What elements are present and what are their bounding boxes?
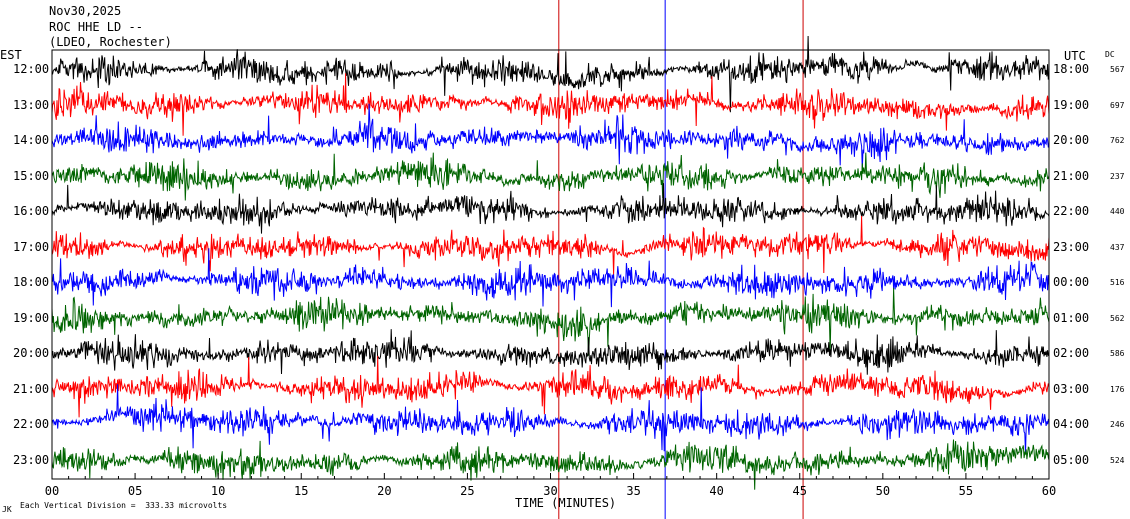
- header-location: (LDEO, Rochester): [49, 35, 172, 49]
- x-tick-label: 35: [626, 484, 641, 498]
- utc-label: 02:00: [1053, 346, 1090, 360]
- x-tick-label: 45: [792, 484, 807, 498]
- est-label: 12:00: [13, 62, 50, 76]
- x-tick-label: 15: [294, 484, 309, 498]
- trace-2300: [51, 439, 1050, 490]
- x-tick-label: 60: [1041, 484, 1057, 498]
- dc-value: 176: [1110, 384, 1125, 394]
- est-label: 22:00: [13, 417, 50, 431]
- dc-value: 567: [1110, 65, 1125, 74]
- trace-1400: [51, 103, 1050, 170]
- right-axis-label: UTC: [1064, 49, 1086, 63]
- utc-label: 04:00: [1053, 417, 1090, 431]
- dc-value: 440: [1110, 207, 1125, 216]
- dc-value: 437: [1110, 242, 1125, 252]
- est-label: 13:00: [13, 97, 50, 112]
- trace-2200: [51, 384, 1050, 455]
- est-label: 16:00: [13, 204, 50, 218]
- trace-2000: [51, 329, 1050, 375]
- dc-value: 762: [1110, 136, 1125, 145]
- plot-border: [51, 49, 1050, 480]
- dc-value: 246: [1110, 420, 1125, 429]
- dc-value: 237: [1110, 171, 1125, 181]
- trace-1500: [51, 152, 1050, 201]
- x-tick-label: 10: [210, 484, 226, 498]
- utc-label: 23:00: [1053, 239, 1090, 254]
- utc-label: 22:00: [1053, 204, 1090, 218]
- corner-mark: JK: [2, 505, 12, 514]
- est-label: 20:00: [13, 346, 50, 360]
- est-label: 17:00: [13, 239, 50, 254]
- utc-label: 19:00: [1053, 97, 1090, 112]
- plot-frame: [51, 49, 1050, 480]
- x-tick-label: 25: [460, 484, 475, 498]
- est-label: 15:00: [13, 168, 50, 183]
- est-label: 21:00: [13, 381, 50, 396]
- seismic-traces: [51, 35, 1050, 490]
- x-tick-label: 00: [44, 484, 60, 498]
- trace-1600: [51, 183, 1050, 234]
- utc-label: 05:00: [1053, 452, 1090, 467]
- utc-label: 00:00: [1053, 275, 1090, 289]
- utc-label: 20:00: [1053, 133, 1090, 147]
- dc-value: 697: [1110, 100, 1125, 110]
- left-axis-label: EST: [0, 48, 22, 62]
- est-label: 19:00: [13, 310, 50, 325]
- dc-value: 586: [1110, 349, 1125, 358]
- event-markers: [558, 0, 804, 519]
- scale-note: Each Vertical Division = 333.33 microvol…: [20, 501, 228, 510]
- dc-label: DC: [1105, 50, 1115, 59]
- utc-label: 18:00: [1053, 62, 1090, 76]
- header-date: Nov30,2025: [49, 4, 122, 18]
- est-label: 23:00: [13, 452, 50, 467]
- est-label: 14:00: [13, 133, 50, 147]
- x-tick-label: 55: [958, 484, 974, 498]
- x-tick-label: 20: [377, 484, 392, 498]
- est-label: 18:00: [13, 275, 50, 289]
- x-axis-label: TIME (MINUTES): [515, 496, 617, 510]
- utc-label: 21:00: [1053, 168, 1090, 183]
- utc-label: 03:00: [1053, 381, 1090, 396]
- trace-2100: [51, 355, 1050, 418]
- header-station: ROC HHE LD --: [49, 20, 143, 34]
- x-tick-label: 40: [709, 484, 724, 498]
- x-tick-label: 50: [875, 484, 891, 498]
- x-tick-label: 05: [127, 484, 143, 498]
- x-tick-label: 30: [543, 484, 558, 498]
- dc-value: 562: [1110, 313, 1125, 323]
- dc-value: 516: [1110, 278, 1125, 287]
- trace-1900: [51, 287, 1050, 356]
- trace-1200: [51, 35, 1050, 113]
- trace-1800: [51, 248, 1050, 308]
- utc-label: 01:00: [1053, 310, 1090, 325]
- dc-value: 524: [1110, 455, 1125, 465]
- trace-1700: [51, 215, 1050, 275]
- trace-1300: [51, 73, 1050, 136]
